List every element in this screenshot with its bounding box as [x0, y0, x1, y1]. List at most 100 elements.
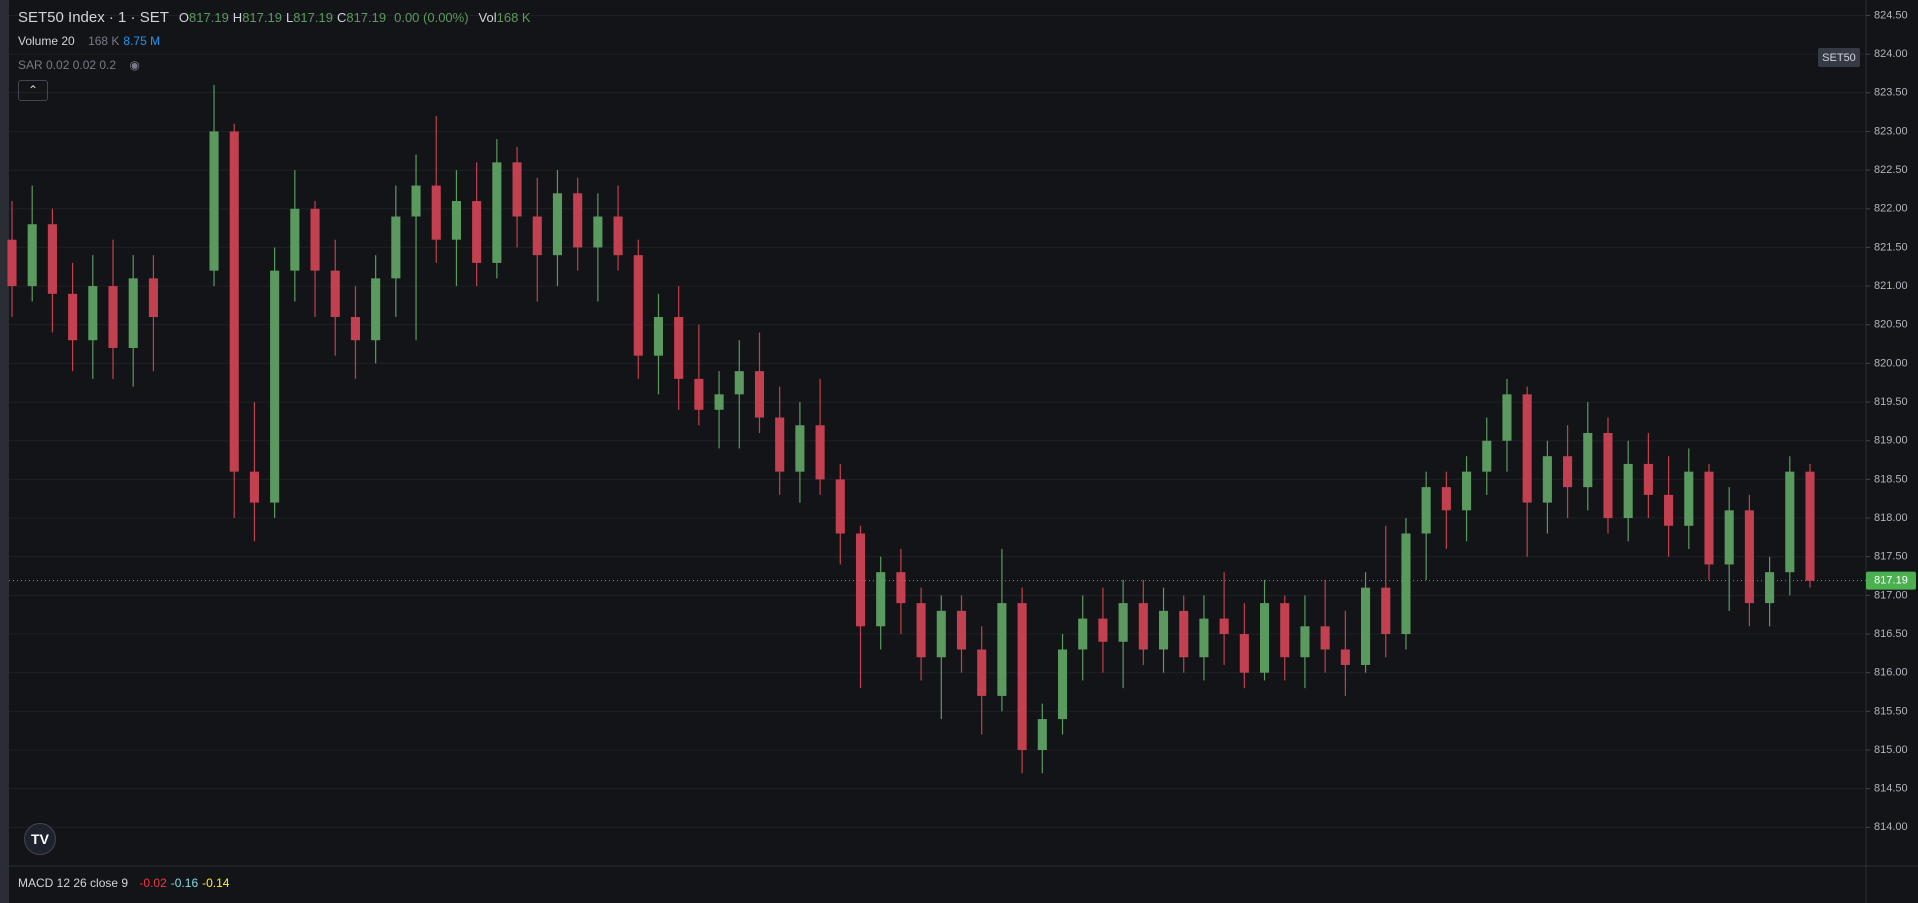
candle-body [391, 216, 401, 279]
candle-body [855, 533, 866, 627]
candle-body [1219, 618, 1229, 635]
candle-body [896, 572, 906, 604]
candle-body [492, 162, 502, 263]
collapse-button[interactable]: ⌃ [18, 80, 48, 101]
candle-body [956, 610, 967, 650]
volume-legend: Volume 20 168 K 8.75 M [18, 34, 164, 48]
candle-body [1078, 618, 1088, 650]
candle-body [795, 425, 805, 472]
y-tick-label: 824.00 [1874, 48, 1908, 60]
candle-body [1623, 463, 1633, 519]
candle-body [47, 224, 57, 294]
candle-body [734, 371, 744, 395]
candle-body [108, 286, 118, 348]
y-tick-label: 818.50 [1874, 473, 1908, 485]
sar-text: SAR 0.02 0.02 0.2 [18, 58, 117, 72]
candle-body [1057, 649, 1068, 720]
candle-body [1340, 649, 1350, 665]
candle-body [128, 278, 138, 348]
candle-body [1098, 618, 1108, 642]
candle-body [411, 185, 421, 217]
ohlc-key: O [178, 10, 190, 25]
candle-body [1441, 487, 1451, 511]
candle-body [1502, 394, 1512, 441]
last-price-tag-bg [1866, 571, 1916, 590]
candle-body [754, 371, 765, 418]
candle-body [1583, 433, 1593, 488]
macd-value: -0.14 [202, 876, 230, 890]
candle-body [653, 317, 664, 356]
symbol-tag-bg [1818, 48, 1860, 67]
y-tick-label: 814.00 [1874, 821, 1908, 833]
candle-body [1805, 471, 1815, 581]
y-tick-label: 816.00 [1874, 667, 1908, 679]
ohlc-value: 817.19 [293, 10, 333, 25]
candle-body [148, 278, 158, 318]
ohlc: O817.19 H817.19 L817.19 C817.19 [179, 10, 390, 25]
candle-body [815, 425, 825, 480]
candle-body [1179, 610, 1189, 658]
ohlc-value: 817.19 [346, 10, 387, 25]
y-tick-label: 821.00 [1874, 280, 1908, 292]
candle-body [7, 239, 17, 287]
candle-body [27, 224, 37, 287]
ohlc-value: 817.19 [189, 10, 229, 25]
candle-body [1785, 471, 1795, 573]
ohlc-key: H [232, 10, 243, 25]
candle-body [512, 162, 522, 217]
candle-body [1280, 603, 1290, 658]
candle-body [1643, 463, 1653, 495]
candle-body [1664, 494, 1674, 526]
candle-body [1118, 603, 1128, 642]
candle-body [552, 193, 563, 256]
candle-body [1704, 471, 1714, 565]
candle-body [270, 270, 280, 503]
y-tick-label: 817.50 [1874, 551, 1908, 563]
y-tick-label: 822.50 [1874, 164, 1908, 176]
ohlc-value: 817.19 [242, 10, 282, 25]
candle-body [229, 131, 239, 472]
candle-body [1300, 626, 1310, 658]
candle-body [1744, 510, 1754, 604]
ohlc-key: C [336, 10, 347, 25]
candle-body [249, 471, 259, 503]
volume-value: 8.75 M [123, 34, 161, 48]
candle-body [1199, 618, 1209, 658]
y-tick-label: 816.50 [1874, 628, 1908, 640]
y-tick-label: 820.50 [1874, 319, 1908, 331]
candle-body [1037, 719, 1047, 751]
candle-body [1563, 456, 1573, 488]
candle-body [1542, 456, 1552, 503]
candle-body [472, 201, 482, 263]
header-legend: SET50 Index · 1 · SET O817.19 H817.19 L817.… [18, 9, 535, 26]
symbol-tag: SET50 [1822, 52, 1856, 64]
candle-body [997, 603, 1007, 696]
candle-body [310, 208, 320, 271]
vol-key: Vol [478, 10, 497, 25]
candle-body [694, 378, 704, 410]
candle-body [330, 270, 340, 318]
y-tick-label: 820.00 [1874, 357, 1908, 369]
candle-body [714, 394, 724, 410]
candle-body [1361, 587, 1371, 665]
candle-body [936, 610, 946, 658]
candle-body [1421, 487, 1431, 534]
candle-body [633, 255, 643, 356]
y-tick-label: 817.00 [1874, 589, 1908, 601]
vol-value: 168 K [496, 10, 531, 25]
candle-body [1017, 603, 1027, 751]
candle-body [613, 216, 623, 256]
candle-body [674, 317, 684, 379]
candle-body [1724, 510, 1734, 565]
candle-body [573, 193, 583, 248]
candle-body [1462, 471, 1472, 511]
left-border [0, 0, 9, 903]
candle-body [68, 293, 78, 341]
y-tick-label: 814.50 [1874, 783, 1908, 795]
candle-body [1684, 471, 1694, 526]
macd-legend: MACD 12 26 close 9 -0.02 -0.16 -0.14 [18, 876, 233, 890]
y-tick-label: 823.50 [1874, 87, 1908, 99]
y-tick-label: 819.00 [1874, 435, 1908, 447]
y-tick-label: 821.50 [1874, 241, 1908, 253]
